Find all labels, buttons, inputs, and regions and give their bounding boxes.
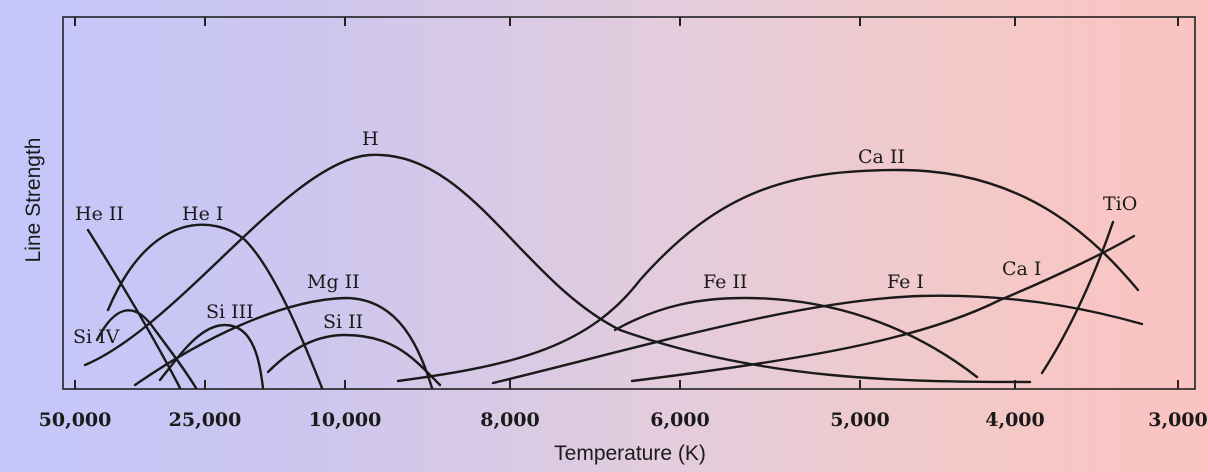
x-tick-label: 6,000 <box>650 409 710 431</box>
series-label-he-ii: He II <box>75 203 124 225</box>
x-axis-ticks <box>74 17 1179 389</box>
curve-fe-i <box>491 294 1144 385</box>
y-axis-title: Line Strength <box>22 138 45 263</box>
curve-si-ii <box>266 333 442 387</box>
series-label-mg-ii: Mg II <box>307 271 360 293</box>
spectral-line-curves <box>83 153 1144 390</box>
series-label-h: H <box>362 128 379 150</box>
series-labels: He II He I H Mg II Si III Si II Si IV Ca II Fe I… <box>73 128 1137 348</box>
curve-mg-ii <box>133 296 434 390</box>
series-label-si-ii: Si II <box>323 311 363 333</box>
x-tick-label: 8,000 <box>480 409 540 431</box>
series-label-ca-ii: Ca II <box>858 146 905 168</box>
x-tick-label: 10,000 <box>309 409 382 431</box>
series-label-tio: TiO <box>1103 193 1137 215</box>
x-tick-label: 25,000 <box>169 409 242 431</box>
curve-fe-ii <box>613 296 979 379</box>
curve-tio <box>1040 220 1115 375</box>
series-label-ca-i: Ca I <box>1002 258 1041 280</box>
series-label-fe-i: Fe I <box>887 271 924 293</box>
curve-ca-ii <box>396 168 1140 383</box>
x-axis-title: Temperature (K) <box>554 442 706 465</box>
curve-si-iii <box>158 323 265 390</box>
series-label-si-iii: Si III <box>206 301 254 323</box>
x-tick-label: 5,000 <box>830 409 890 431</box>
curve-ca-i <box>630 234 1136 383</box>
x-tick-labels: 50,000 25,000 10,000 8,000 6,000 5,000 4,000 3,… <box>39 409 1208 431</box>
curve-he-i <box>106 223 324 390</box>
series-label-he-i: He I <box>182 203 223 225</box>
x-tick-label: 50,000 <box>39 409 112 431</box>
series-label-si-iv: Si IV <box>73 326 120 348</box>
series-label-fe-ii: Fe II <box>703 271 747 293</box>
x-tick-label: 4,000 <box>985 409 1045 431</box>
curve-si-iv <box>95 309 198 390</box>
curve-h <box>83 153 1032 384</box>
plot-frame <box>62 16 1196 390</box>
x-tick-label: 3,000 <box>1148 409 1208 431</box>
